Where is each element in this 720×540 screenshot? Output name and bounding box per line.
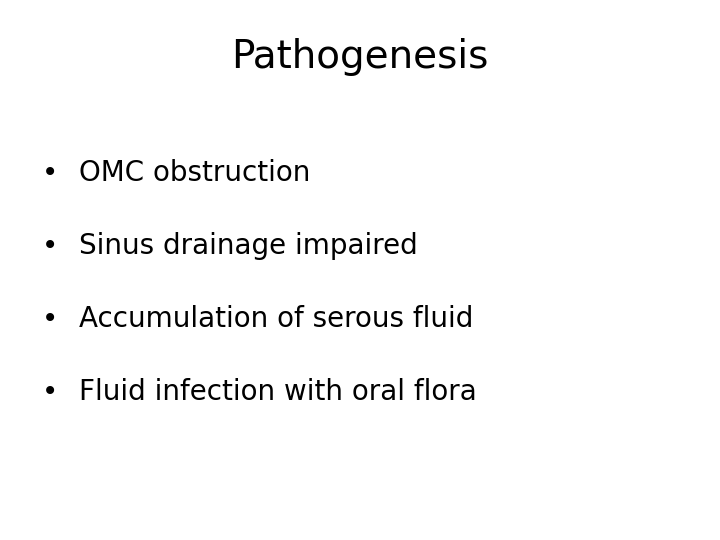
Text: Fluid infection with oral flora: Fluid infection with oral flora [79,377,477,406]
Text: •: • [42,305,58,333]
Text: •: • [42,159,58,187]
Text: Accumulation of serous fluid: Accumulation of serous fluid [79,305,474,333]
Text: •: • [42,232,58,260]
Text: •: • [42,377,58,406]
Text: Sinus drainage impaired: Sinus drainage impaired [79,232,418,260]
Text: Pathogenesis: Pathogenesis [231,38,489,76]
Text: OMC obstruction: OMC obstruction [79,159,310,187]
